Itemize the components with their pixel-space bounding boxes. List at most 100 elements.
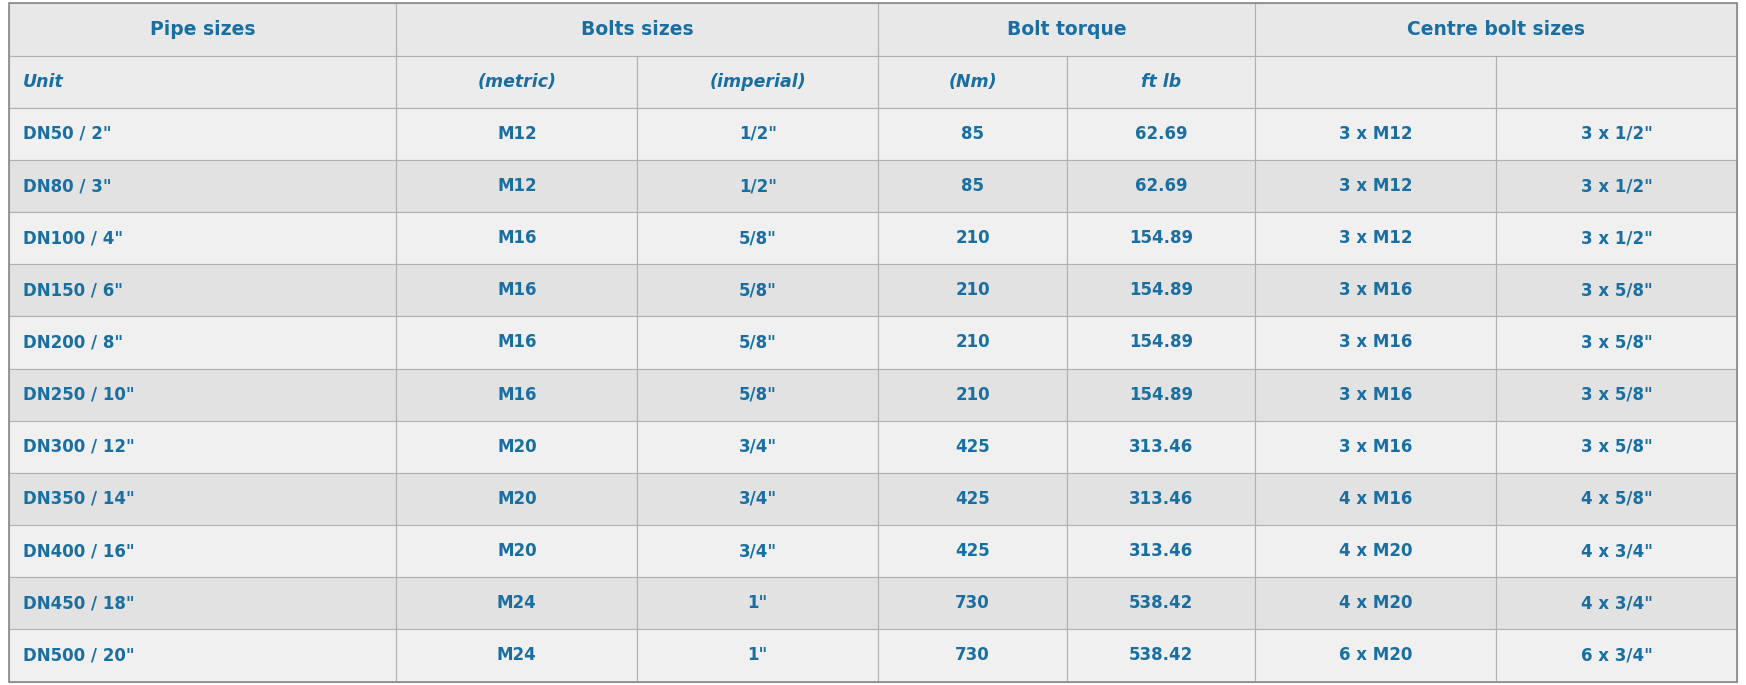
Bar <box>1255 421 1496 473</box>
Bar <box>396 369 637 421</box>
Bar <box>396 421 637 473</box>
Text: 4 x 3/4": 4 x 3/4" <box>1580 595 1653 612</box>
Bar <box>1067 108 1255 160</box>
Text: 313.46: 313.46 <box>1130 542 1193 560</box>
Bar <box>1255 630 1496 682</box>
Bar <box>1255 3 1737 55</box>
Text: 3 x M16: 3 x M16 <box>1339 386 1413 403</box>
Bar <box>878 160 1067 212</box>
Text: 425: 425 <box>955 438 990 456</box>
Bar <box>1496 369 1737 421</box>
Text: 3 x M16: 3 x M16 <box>1339 438 1413 456</box>
Text: M20: M20 <box>498 542 536 560</box>
Text: 313.46: 313.46 <box>1130 490 1193 508</box>
Bar <box>396 473 637 525</box>
Bar <box>1255 212 1496 264</box>
Text: DN50 / 2": DN50 / 2" <box>23 125 112 143</box>
Text: Bolts sizes: Bolts sizes <box>581 20 693 39</box>
Bar <box>1255 369 1496 421</box>
Bar <box>9 3 396 55</box>
Bar <box>637 577 878 630</box>
Bar <box>9 525 396 577</box>
Text: 6 x M20: 6 x M20 <box>1339 647 1413 664</box>
Bar <box>9 264 396 316</box>
Bar <box>9 316 396 369</box>
Bar <box>1067 212 1255 264</box>
Text: 6 x 3/4": 6 x 3/4" <box>1580 647 1653 664</box>
Bar <box>396 212 637 264</box>
Text: 3 x M12: 3 x M12 <box>1339 177 1413 195</box>
Bar <box>1255 473 1496 525</box>
Bar <box>878 421 1067 473</box>
Text: 3 x M16: 3 x M16 <box>1339 334 1413 351</box>
Text: 210: 210 <box>955 334 990 351</box>
Text: 3/4": 3/4" <box>739 490 777 508</box>
Bar <box>1496 473 1737 525</box>
Bar <box>396 264 637 316</box>
Bar <box>1067 473 1255 525</box>
Bar <box>878 212 1067 264</box>
Text: Centre bolt sizes: Centre bolt sizes <box>1407 20 1585 39</box>
Text: 62.69: 62.69 <box>1135 125 1187 143</box>
Bar <box>637 108 878 160</box>
Text: M16: M16 <box>498 229 536 247</box>
Text: 425: 425 <box>955 490 990 508</box>
Text: 4 x 5/8": 4 x 5/8" <box>1580 490 1653 508</box>
Text: 154.89: 154.89 <box>1130 386 1193 403</box>
Bar <box>1067 264 1255 316</box>
Text: (imperial): (imperial) <box>709 73 807 90</box>
Bar <box>878 577 1067 630</box>
Bar <box>396 630 637 682</box>
Bar <box>1255 264 1496 316</box>
Text: M24: M24 <box>498 647 536 664</box>
Text: (metric): (metric) <box>477 73 557 90</box>
Text: 1/2": 1/2" <box>739 177 777 195</box>
Text: 3 x 5/8": 3 x 5/8" <box>1580 334 1653 351</box>
Text: 3 x M12: 3 x M12 <box>1339 125 1413 143</box>
Bar <box>1067 369 1255 421</box>
Text: 4 x M20: 4 x M20 <box>1339 542 1413 560</box>
Text: DN250 / 10": DN250 / 10" <box>23 386 134 403</box>
Text: M12: M12 <box>498 177 536 195</box>
Bar <box>1255 316 1496 369</box>
Bar <box>396 3 878 55</box>
Bar <box>1496 264 1737 316</box>
Bar <box>637 316 878 369</box>
Bar <box>1496 108 1737 160</box>
Bar <box>878 473 1067 525</box>
Text: ft lb: ft lb <box>1140 73 1182 90</box>
Bar <box>637 630 878 682</box>
Text: 730: 730 <box>955 647 990 664</box>
Text: 3 x M12: 3 x M12 <box>1339 229 1413 247</box>
Text: M20: M20 <box>498 490 536 508</box>
Text: 5/8": 5/8" <box>739 334 777 351</box>
Text: M12: M12 <box>498 125 536 143</box>
Text: M16: M16 <box>498 386 536 403</box>
Bar <box>637 55 878 108</box>
Text: 1": 1" <box>747 595 768 612</box>
Text: DN150 / 6": DN150 / 6" <box>23 282 122 299</box>
Text: DN200 / 8": DN200 / 8" <box>23 334 122 351</box>
Bar <box>396 108 637 160</box>
Bar <box>396 577 637 630</box>
Text: DN100 / 4": DN100 / 4" <box>23 229 122 247</box>
Bar <box>9 108 396 160</box>
Text: DN450 / 18": DN450 / 18" <box>23 595 134 612</box>
Bar <box>9 421 396 473</box>
Text: 3 x M16: 3 x M16 <box>1339 282 1413 299</box>
Bar <box>637 421 878 473</box>
Bar <box>1255 108 1496 160</box>
Text: 3 x 5/8": 3 x 5/8" <box>1580 438 1653 456</box>
Bar <box>9 369 396 421</box>
Text: 210: 210 <box>955 229 990 247</box>
Bar <box>1067 630 1255 682</box>
Bar <box>396 160 637 212</box>
Text: M24: M24 <box>498 595 536 612</box>
Bar <box>878 108 1067 160</box>
Text: 85: 85 <box>960 177 985 195</box>
Bar <box>1067 160 1255 212</box>
Text: 4 x 3/4": 4 x 3/4" <box>1580 542 1653 560</box>
Bar <box>878 525 1067 577</box>
Text: Unit: Unit <box>23 73 63 90</box>
Text: 85: 85 <box>960 125 985 143</box>
